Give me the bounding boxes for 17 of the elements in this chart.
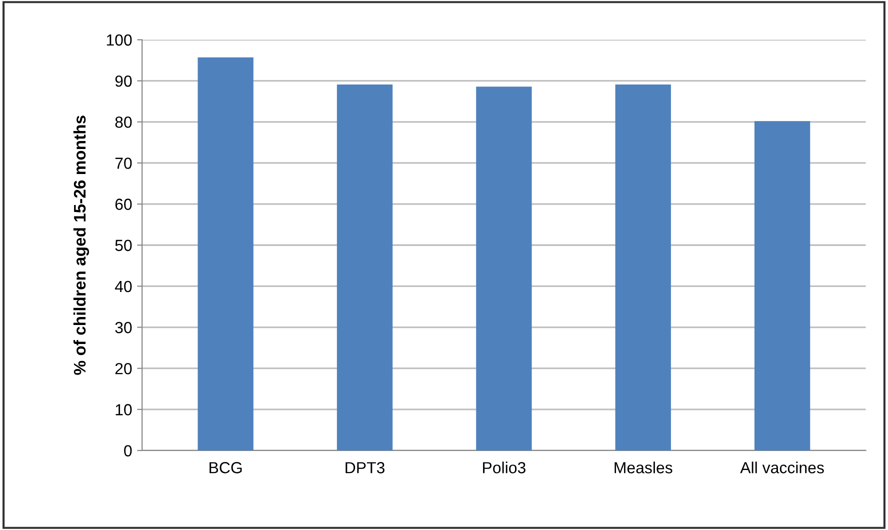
x-tick-label: BCG [210, 462, 242, 474]
y-tick-label: 40 [114, 280, 132, 292]
y-tick-label: 30 [115, 322, 132, 334]
y-tick-label: 50 [115, 240, 132, 252]
y-tick-label: 10 [116, 404, 132, 416]
y-tick-label: 90 [115, 75, 132, 87]
y-tick-label: 0 [124, 445, 132, 456]
y-tick-label: 20 [115, 362, 132, 374]
y-tick-label: 100 [106, 34, 132, 46]
y-tick-label: 60 [115, 198, 132, 210]
x-tick-label: Measles [614, 462, 672, 474]
x-tick-label: All vaccines [740, 462, 824, 474]
y-tick-label: 80 [115, 116, 132, 128]
y-axis-title: % of children aged 15-26 months [73, 116, 90, 375]
y-tick-label: 70 [115, 158, 132, 169]
x-tick-label: DPT3 [346, 462, 384, 474]
x-tick-label: Polio3 [483, 462, 526, 474]
